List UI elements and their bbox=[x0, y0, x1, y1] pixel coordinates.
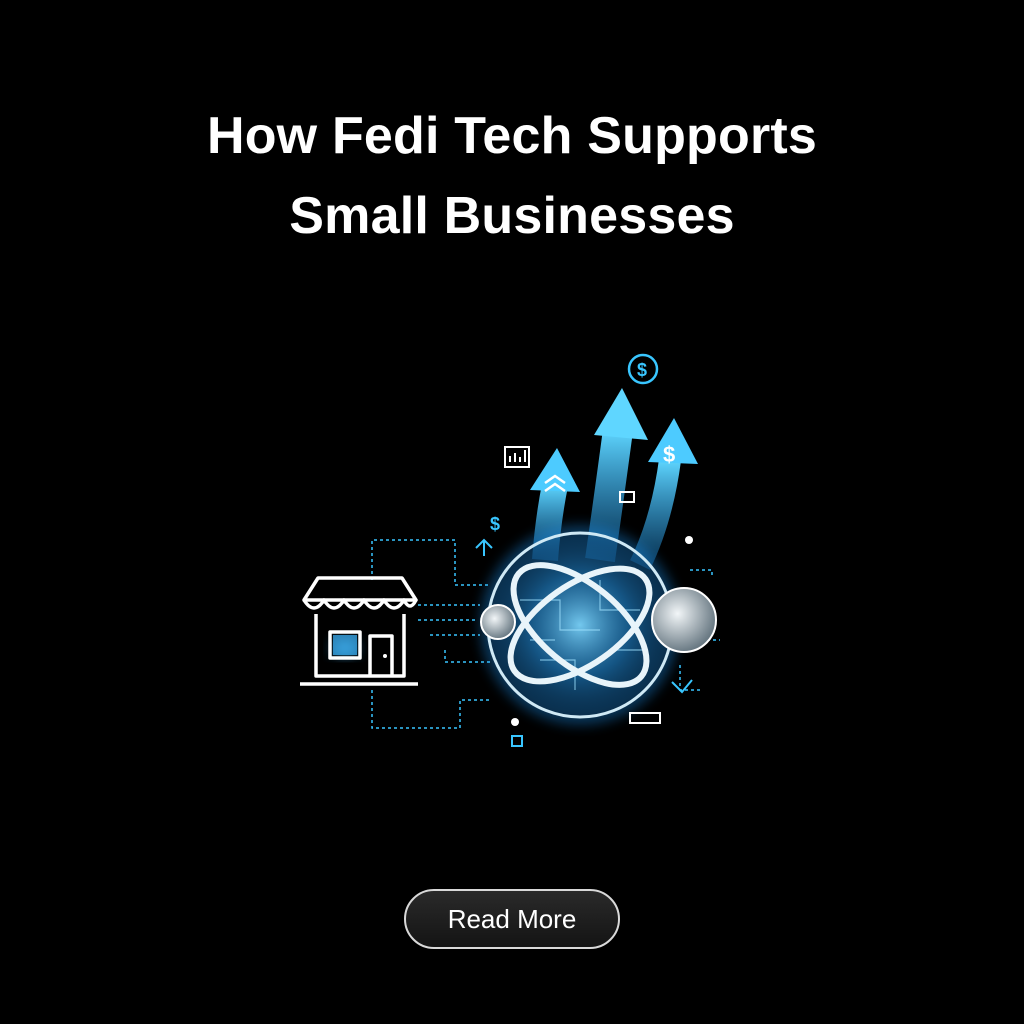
bar-chart-icon bbox=[504, 446, 530, 468]
dollar-coin-icon: $ bbox=[627, 353, 659, 385]
globe-icon bbox=[480, 525, 680, 725]
circuit-lines bbox=[371, 539, 720, 729]
title-line-2: Small Businesses bbox=[289, 187, 735, 245]
decorative-markers bbox=[511, 491, 693, 747]
title-line-1: How Fedi Tech Supports bbox=[206, 107, 818, 165]
small-dollar-icon: $ bbox=[475, 514, 500, 556]
dollar-sign-coin: $ bbox=[637, 360, 647, 380]
sphere-node-icon bbox=[480, 587, 717, 653]
dollar-sign-arrow: $ bbox=[663, 442, 675, 467]
dollar-sign-small: $ bbox=[490, 514, 500, 534]
page-title: How Fedi Tech Supports Small Businesses bbox=[0, 96, 1024, 256]
storefront-icon bbox=[300, 576, 418, 686]
read-more-button[interactable]: Read More bbox=[404, 889, 620, 949]
hero-illustration: $ $ $ bbox=[300, 353, 720, 747]
